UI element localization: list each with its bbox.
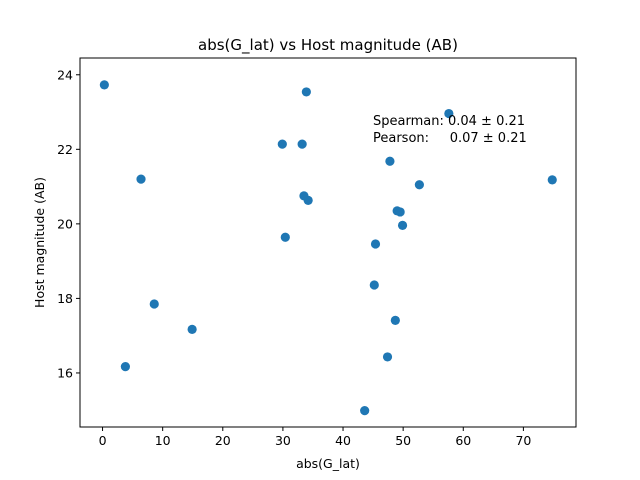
data-point bbox=[360, 406, 370, 416]
y-tick-label: 22 bbox=[57, 142, 73, 157]
data-point bbox=[187, 324, 197, 334]
x-tick-label: 20 bbox=[215, 433, 231, 448]
plot-area bbox=[80, 58, 576, 427]
data-point bbox=[136, 174, 146, 184]
data-point bbox=[390, 315, 400, 325]
data-point bbox=[370, 239, 381, 249]
data-point bbox=[397, 220, 408, 230]
data-point bbox=[297, 139, 307, 149]
data-point bbox=[414, 180, 424, 190]
data-point bbox=[385, 156, 395, 166]
data-point bbox=[382, 352, 393, 362]
data-point bbox=[303, 195, 313, 205]
y-axis-label: Host magnitude (AB) bbox=[32, 177, 47, 308]
x-tick-label: 0 bbox=[99, 433, 107, 448]
data-points bbox=[99, 80, 557, 416]
y-tick-label: 16 bbox=[57, 365, 73, 380]
data-point bbox=[99, 80, 109, 90]
data-point bbox=[280, 232, 290, 242]
x-tick-label: 10 bbox=[155, 433, 171, 448]
x-tick-label: 60 bbox=[455, 433, 471, 448]
data-point bbox=[277, 139, 287, 149]
data-point bbox=[149, 299, 159, 309]
data-point bbox=[301, 87, 311, 97]
y-tick-label: 18 bbox=[57, 291, 73, 306]
pearson-annotation: Pearson: 0.07 ± 0.21 bbox=[373, 131, 527, 146]
data-point bbox=[369, 280, 379, 290]
data-point bbox=[547, 175, 557, 185]
x-axis-label: abs(G_lat) bbox=[296, 456, 360, 471]
x-tick-label: 30 bbox=[275, 433, 291, 448]
y-tick-label: 24 bbox=[57, 67, 73, 82]
y-tick-label: 20 bbox=[57, 216, 73, 231]
axis-ticks: 0 10 20 30 40 50 60 70 16 18 20 22 24 bbox=[57, 67, 531, 448]
x-tick-label: 50 bbox=[395, 433, 411, 448]
x-tick-label: 40 bbox=[335, 433, 351, 448]
data-point bbox=[444, 108, 454, 119]
x-tick-label: 70 bbox=[515, 433, 531, 448]
data-point bbox=[395, 207, 405, 217]
data-point bbox=[120, 362, 130, 372]
spearman-annotation: Spearman: 0.04 ± 0.21 bbox=[373, 114, 525, 129]
plot-frame bbox=[79, 57, 577, 428]
chart-title: abs(G_lat) vs Host magnitude (AB) bbox=[198, 36, 458, 55]
